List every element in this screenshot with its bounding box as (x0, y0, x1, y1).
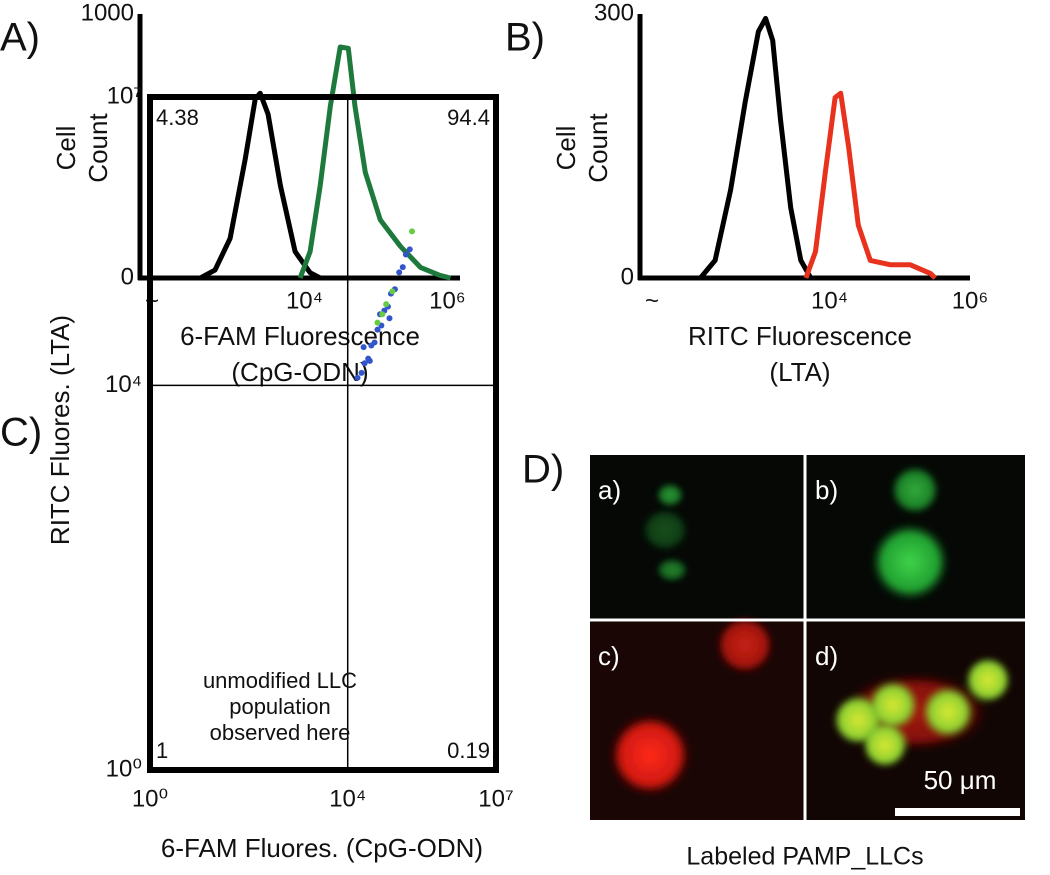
y-axis-label: Count (83, 113, 113, 183)
y-tick-label: 10⁷ (107, 82, 142, 109)
micrograph: a) b) c) d) 50 μm (590, 455, 1025, 820)
scatter-point (402, 251, 409, 258)
scatter-point (366, 357, 373, 364)
annotation: unmodified LLC (203, 668, 357, 693)
y-tick-label: 1000 (81, 0, 134, 26)
scatter-point (379, 311, 386, 318)
y-tick-label: 0 (621, 263, 634, 290)
panel-label: D) (522, 448, 564, 492)
x-tick-label: 10⁴ (329, 785, 366, 812)
quadrant-label: 94.4 (447, 105, 490, 130)
x-axis-label: (LTA) (769, 357, 830, 387)
scatter-point (374, 326, 381, 333)
x-axis-label: RITC Fluorescence (688, 321, 912, 351)
cell (924, 688, 972, 736)
subpanel-label: d) (815, 641, 838, 671)
panel-label: A) (0, 16, 40, 60)
quadrant-label: 0.19 (447, 738, 490, 763)
x-tick-label: ~ (645, 287, 659, 314)
y-axis-label: RITC Fluores. (LTA) (45, 315, 75, 545)
cell (863, 723, 907, 767)
scatter-point (383, 301, 390, 308)
scale-bar-label: 50 μm (924, 765, 997, 795)
cell (890, 465, 940, 515)
cell (870, 682, 916, 728)
histogram-line (698, 15, 813, 280)
scatter-point (361, 360, 368, 367)
cell (641, 508, 689, 552)
plot-frame (147, 94, 499, 773)
scale-bar (895, 808, 1020, 816)
cell (656, 558, 688, 582)
x-axis-label: 6-FAM Fluores. (CpG-ODN) (161, 833, 483, 863)
cell (870, 522, 950, 602)
y-axis-label: Cell (551, 126, 581, 171)
subpanel-label: b) (815, 475, 838, 505)
panel-label: C) (0, 411, 42, 455)
y-tick-label: 10⁴ (105, 371, 142, 398)
x-axis-label: (CpG-ODN) (231, 357, 368, 387)
x-tick-label: 10⁰ (132, 785, 168, 812)
histogram-line (199, 90, 322, 281)
y-tick-label: 300 (594, 0, 634, 26)
quadrant-label: 4.38 (156, 105, 199, 130)
x-tick-label: 10⁴ (286, 287, 323, 314)
scatter-point (399, 264, 406, 271)
annotation: population (229, 694, 331, 719)
panel-label: B) (505, 16, 545, 60)
scatter-point (360, 344, 367, 351)
scatter-point (389, 288, 396, 295)
x-tick-label: 10⁴ (811, 287, 848, 314)
cell (608, 713, 692, 797)
y-tick-label: 0 (121, 263, 134, 290)
annotation: observed here (210, 720, 351, 745)
cell (656, 483, 684, 507)
x-tick-label: 10⁷ (478, 785, 513, 812)
x-tick-label: 10⁶ (429, 287, 466, 314)
scatter-point (354, 374, 361, 381)
cell (715, 615, 775, 675)
cells (608, 465, 1010, 797)
scatter-point (358, 369, 365, 376)
histogram-line (297, 44, 452, 281)
quadrant-label: 1 (156, 738, 168, 763)
cell (966, 658, 1010, 702)
subpanel-label: a) (598, 475, 621, 505)
x-tick-label: 10⁶ (952, 287, 989, 314)
subpanel-label: c) (598, 641, 620, 671)
scatter-point (406, 246, 413, 253)
scatter-point (409, 228, 416, 235)
caption: Labeled PAMP_LLCs (686, 843, 923, 871)
y-axis-label: Count (583, 113, 613, 183)
scatter-point (371, 339, 378, 346)
scatter-point (374, 319, 381, 326)
scatter-point (396, 269, 403, 276)
histogram-line (803, 90, 937, 280)
scatter-point (386, 315, 393, 322)
y-tick-label: 10⁰ (106, 755, 142, 782)
y-axis-label: Cell (51, 126, 81, 171)
